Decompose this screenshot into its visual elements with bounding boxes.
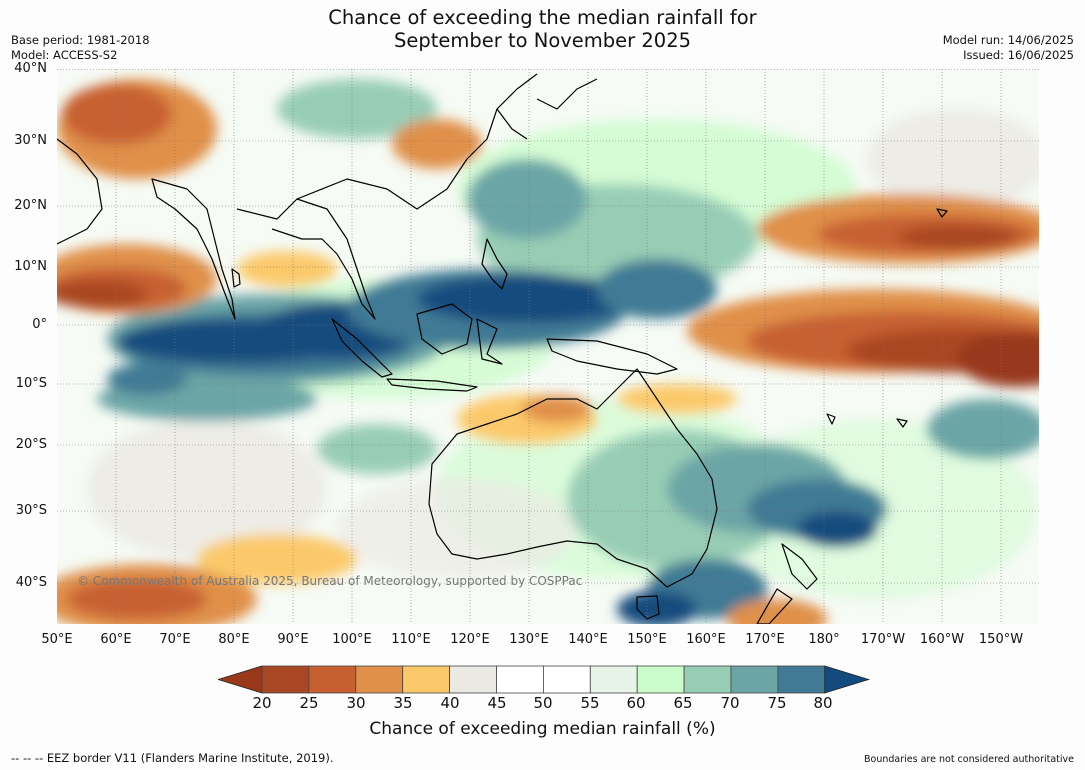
- legend-high-extend: [824, 665, 871, 694]
- lat-label-10n: 10°N: [14, 259, 47, 274]
- legend-low-extend: [216, 665, 263, 694]
- legend-title: Chance of exceeding median rainfall (%): [369, 719, 716, 739]
- legend-tick: 35: [393, 694, 413, 712]
- lat-label-40s: 40°S: [15, 575, 47, 590]
- legend-swatch: [496, 665, 544, 694]
- legend-tick: 20: [252, 694, 272, 712]
- lon-label-140e: 140°E: [568, 632, 608, 647]
- chart-title: Chance of exceeding the median rainfall …: [0, 6, 1085, 52]
- model-name: Model: ACCESS-S2: [11, 48, 118, 62]
- legend-swatch: [449, 665, 497, 694]
- lon-label-50e: 50°E: [41, 632, 73, 647]
- lat-label-10s: 10°S: [15, 376, 47, 391]
- lon-label-100e: 100°E: [332, 632, 372, 647]
- lat-label-30s: 30°S: [15, 503, 47, 518]
- map-svg: [57, 69, 1039, 624]
- base-period: Base period: 1981-2018: [11, 33, 150, 47]
- lon-label-130e: 130°E: [509, 632, 549, 647]
- legend-swatch: [730, 665, 779, 694]
- legend-tick: 30: [346, 694, 366, 712]
- legend-tick: 60: [626, 694, 646, 712]
- lon-label-90e: 90°E: [277, 632, 309, 647]
- lon-label-70e: 70°E: [159, 632, 191, 647]
- legend-tick: 80: [813, 694, 833, 712]
- model-run: Model run: 14/06/2025: [942, 33, 1074, 47]
- legend-swatch: [777, 665, 826, 694]
- meta-left: Base period: 1981-2018 Model: ACCESS-S2: [11, 33, 150, 63]
- lon-label-180: 180°: [808, 632, 840, 647]
- lat-label-30n: 30°N: [14, 133, 47, 148]
- lat-label-20n: 20°N: [14, 198, 47, 213]
- legend-swatch: [308, 665, 357, 694]
- copyright-notice: © Commonwealth of Australia 2025, Bureau…: [77, 574, 583, 588]
- lon-label-80e: 80°E: [218, 632, 250, 647]
- lat-label-0: 0°: [32, 317, 47, 332]
- title-line-1: Chance of exceeding the median rainfall …: [328, 6, 757, 29]
- lon-label-60e: 60°E: [100, 632, 132, 647]
- legend-swatch: [355, 665, 404, 694]
- legend-tick: 65: [673, 694, 693, 712]
- legend-tick: 75: [767, 694, 787, 712]
- legend-swatch: [261, 665, 310, 694]
- graticule: [57, 69, 1039, 624]
- eez-note: -- -- -- EEZ border V11 (Flanders Marine…: [11, 751, 334, 765]
- legend-tick: 40: [440, 694, 460, 712]
- lon-label-170w: 170°W: [860, 632, 906, 647]
- legend-tick: 55: [580, 694, 600, 712]
- legend-tick: 50: [533, 694, 553, 712]
- meta-right: Model run: 14/06/2025 Issued: 16/06/2025: [943, 33, 1074, 63]
- coastlines: [57, 73, 948, 624]
- legend-swatch: [683, 665, 732, 694]
- legend-svg: [216, 665, 871, 694]
- legend-tick: 45: [487, 694, 507, 712]
- rainfall-map: [57, 69, 1039, 624]
- lon-label-150w: 150°W: [978, 632, 1024, 647]
- lat-label-20s: 20°S: [15, 437, 47, 452]
- legend-tick: 70: [720, 694, 740, 712]
- legend-swatch: [589, 665, 638, 694]
- legend-swatch: [636, 665, 685, 694]
- legend-tick: 25: [299, 694, 319, 712]
- lon-label-150e: 150°E: [627, 632, 667, 647]
- lat-label-40n: 40°N: [14, 61, 47, 76]
- lon-label-160e: 160°E: [686, 632, 726, 647]
- legend-colorbar: [216, 665, 871, 699]
- title-line-2: September to November 2025: [393, 29, 692, 52]
- legend-swatch: [542, 665, 591, 694]
- issued-date: Issued: 16/06/2025: [963, 48, 1074, 62]
- lon-label-170e: 170°E: [745, 632, 785, 647]
- boundaries-note: Boundaries are not considered authoritat…: [864, 754, 1074, 765]
- lon-label-120e: 120°E: [450, 632, 490, 647]
- lon-label-110e: 110°E: [391, 632, 431, 647]
- lon-label-160w: 160°W: [919, 632, 965, 647]
- legend-swatch: [402, 665, 450, 694]
